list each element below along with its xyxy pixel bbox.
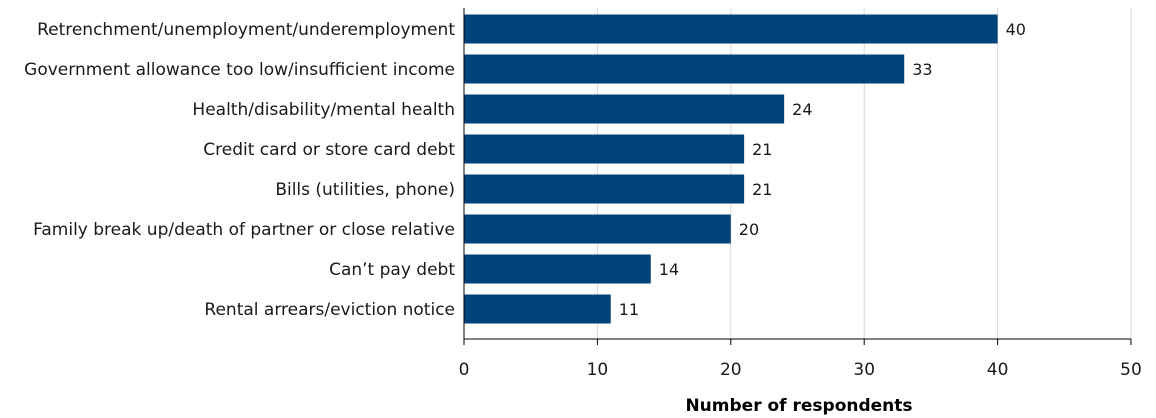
category-label: Bills (utilities, phone): [275, 180, 455, 200]
bars: [464, 14, 998, 324]
data-label: 33: [912, 60, 932, 79]
bar: [464, 134, 745, 164]
x-tick-label: 50: [1120, 360, 1142, 380]
data-label: 24: [792, 100, 812, 119]
category-label: Retrenchment/unemployment/underemploymen…: [37, 20, 455, 40]
category-label: Family break up/death of partner or clos…: [33, 220, 455, 240]
bar: [464, 174, 745, 204]
category-label: Rental arrears/eviction notice: [204, 300, 455, 320]
category-label: Can’t pay debt: [329, 260, 455, 280]
bar: [464, 294, 611, 324]
x-tick-label: 20: [720, 360, 742, 380]
data-label: 40: [1006, 20, 1026, 39]
category-label: Health/disability/mental health: [192, 100, 455, 120]
category-label: Government allowance too low/insufficien…: [24, 60, 455, 80]
data-label: 14: [659, 260, 679, 279]
x-tick-label: 30: [853, 360, 875, 380]
category-labels: Retrenchment/unemployment/underemploymen…: [24, 20, 455, 320]
data-label: 21: [752, 180, 772, 199]
bar: [464, 254, 651, 284]
x-tick-label: 0: [459, 360, 470, 380]
bar: [464, 94, 785, 124]
data-label: 11: [619, 300, 639, 319]
data-label: 20: [739, 220, 759, 239]
bar: [464, 54, 905, 84]
x-tick-label: 10: [587, 360, 609, 380]
axes: [463, 8, 1132, 345]
data-label: 21: [752, 140, 772, 159]
bar: [464, 214, 731, 244]
data-labels: 40 33 24 21 21 20 14 11: [619, 20, 1026, 319]
category-label: Credit card or store card debt: [203, 140, 455, 160]
bar: [464, 14, 998, 44]
x-axis-title: Number of respondents: [685, 396, 912, 416]
x-tick-label: 40: [987, 360, 1009, 380]
x-tick-labels: 0 10 20 30 40 50: [459, 360, 1142, 380]
